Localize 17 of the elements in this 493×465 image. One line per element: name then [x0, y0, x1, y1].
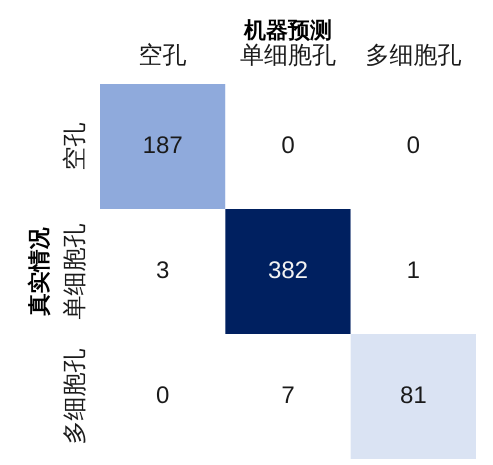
data-label: 1 [406, 257, 420, 284]
data-label: 81 [400, 382, 427, 410]
data-label: 7 [281, 382, 295, 410]
data-label: 187 [142, 132, 183, 160]
x-tick-label: 多细胞孔 [365, 42, 462, 70]
data-label: 382 [268, 257, 308, 284]
x-axis-title: 机器预测 [243, 17, 332, 42]
data-label: 0 [156, 382, 170, 410]
data-label: 3 [156, 257, 170, 284]
y-tick-label: 多细胞孔 [62, 348, 89, 444]
data-label: 0 [281, 132, 295, 160]
data-label: 0 [406, 132, 420, 160]
x-tick-label: 单细胞孔 [240, 42, 336, 70]
y-tick-label: 空孔 [62, 122, 89, 170]
y-tick-label: 单细胞孔 [62, 224, 89, 320]
y-axis-title: 真实情况 [26, 226, 52, 316]
x-tick-label: 空孔 [138, 42, 187, 70]
